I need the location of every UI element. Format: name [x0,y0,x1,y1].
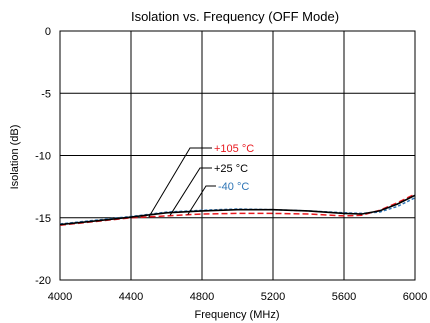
x-tick-label: 6000 [403,291,427,303]
y-tick-labels: 0 -5 -10 -15 -20 [35,26,51,287]
grid [59,30,416,281]
legend-label-2: -40 °C [218,181,249,193]
y-tick-label: 0 [45,26,51,38]
legend-label-1: +25 °C [214,163,248,175]
x-tick-label: 4000 [48,291,72,303]
series-lines [59,193,416,226]
legend-callouts: +105 °C +25 °C -40 °C [148,143,254,218]
x-tick-label: 4400 [119,291,143,303]
y-tick-label: -10 [35,151,51,163]
plot-area [59,30,416,281]
x-tick-label: 5200 [261,291,285,303]
y-tick-label: -20 [35,275,51,287]
series-line-2 [59,197,416,225]
x-tick-labels: 4000 4400 4800 5200 5600 6000 [48,291,427,303]
chart-title: Isolation vs. Frequency (OFF Mode) [131,9,339,24]
callout-leader-2 [187,185,216,215]
x-tick-label: 4800 [190,291,214,303]
y-tick-label: -15 [35,213,51,225]
series-line-1 [59,194,416,226]
legend-label-0: +105 °C [214,143,254,155]
x-axis-title: Frequency (MHz) [195,309,280,321]
y-axis-title: Isolation (dB) [9,125,21,190]
callout-leader-0 [148,147,212,218]
x-tick-label: 5600 [332,291,356,303]
callout-leader-1 [169,167,212,216]
y-tick-label: -5 [41,88,51,100]
